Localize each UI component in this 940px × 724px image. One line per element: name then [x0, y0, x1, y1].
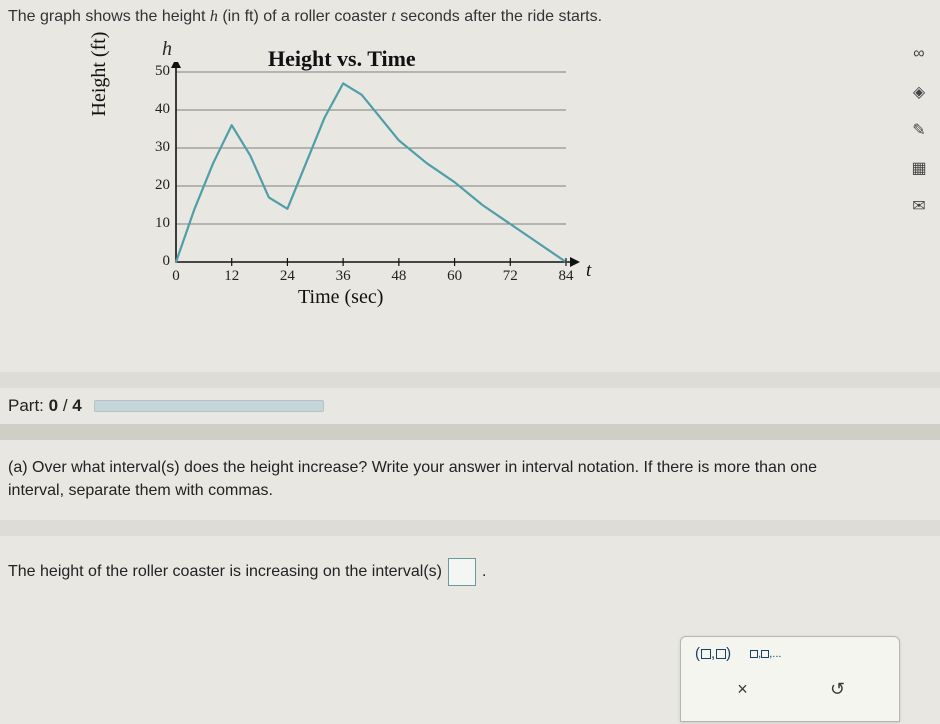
answer-period: . [482, 563, 486, 581]
main-panel: The graph shows the height h (in ft) of … [0, 0, 880, 586]
progress-row: Part: 0 / 4 [8, 388, 880, 424]
progress-label: Part: 0 / 4 [8, 396, 82, 416]
notes-icon[interactable]: ✎ [907, 118, 931, 142]
x-tick-label: 0 [162, 268, 190, 285]
y-tick-label: 10 [144, 215, 170, 232]
infinity-icon[interactable]: ∞ [907, 42, 931, 66]
list-notation-button[interactable]: ,,... [750, 648, 781, 660]
x-tick-label: 60 [441, 268, 469, 285]
x-tick-label: 84 [552, 268, 580, 285]
problem-text-2: (in ft) of a roller coaster [218, 8, 391, 25]
hint-icon[interactable]: ◈ [907, 80, 931, 104]
section-divider [0, 424, 940, 440]
calculator-icon[interactable]: ▦ [907, 156, 931, 180]
section-divider [0, 520, 940, 536]
mail-icon[interactable]: ✉ [907, 194, 931, 218]
var-h: h [210, 8, 218, 25]
chart-container: h Height vs. Time Height (ft) 0102030405… [98, 44, 618, 324]
reset-icon[interactable]: ↺ [827, 678, 849, 700]
answer-row: The height of the roller coaster is incr… [8, 536, 880, 586]
y-tick-label: 30 [144, 139, 170, 156]
y-axis-var: h [162, 38, 172, 61]
x-axis-title: Time (sec) [298, 286, 383, 309]
y-tick-label: 50 [144, 63, 170, 80]
x-axis-var: t [586, 260, 591, 282]
tool-sidebar: ∞ ◈ ✎ ▦ ✉ [904, 42, 934, 218]
x-tick-label: 36 [329, 268, 357, 285]
x-tick-label: 24 [273, 268, 301, 285]
palette-row-actions: × ↺ [681, 666, 899, 704]
x-tick-label: 48 [385, 268, 413, 285]
question-text: (a) Over what interval(s) does the heigh… [8, 440, 880, 520]
interval-notation-button[interactable]: (,) [695, 645, 732, 662]
y-tick-label: 20 [144, 177, 170, 194]
section-divider [0, 372, 940, 388]
x-tick-label: 72 [496, 268, 524, 285]
answer-prompt: The height of the roller coaster is incr… [8, 563, 442, 581]
x-tick-label: 12 [218, 268, 246, 285]
y-tick-label: 40 [144, 101, 170, 118]
y-axis-title: Height (ft) [88, 14, 111, 134]
math-palette: (,) ,,... × ↺ [680, 636, 900, 722]
palette-row-templates: (,) ,,... [681, 637, 899, 666]
chart-svg [168, 62, 598, 282]
clear-icon[interactable]: × [732, 678, 754, 700]
progress-bar [94, 400, 324, 412]
problem-statement: The graph shows the height h (in ft) of … [8, 6, 880, 44]
problem-text-3: seconds after the ride starts. [396, 8, 602, 25]
answer-input[interactable] [448, 558, 476, 586]
